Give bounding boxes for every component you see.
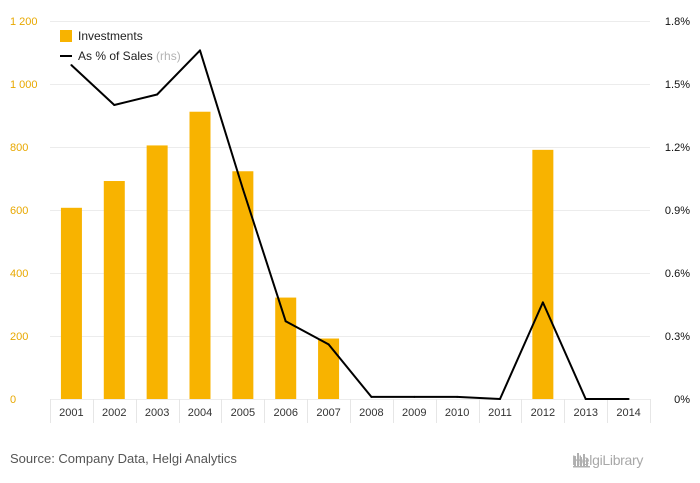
y-right-tick-label: 0.9% [665, 205, 690, 217]
line-point [627, 398, 630, 400]
line-point [156, 93, 159, 96]
y-right-tick-label: 1.5% [665, 79, 690, 91]
y-left-tick-label: 200 [10, 331, 28, 343]
y-left-tick-label: 800 [10, 142, 28, 154]
line-point [284, 320, 287, 323]
legend-label-investments: Investments [78, 29, 143, 43]
line-point [241, 188, 244, 190]
grid-layer [50, 21, 651, 423]
x-tick-label: 2010 [445, 407, 469, 419]
bar-investments [275, 297, 297, 399]
x-tick-label: 2008 [359, 407, 383, 419]
library-logo-icon [573, 453, 590, 468]
y-left-tick-label: 400 [10, 268, 28, 280]
x-tick-label: 2013 [573, 407, 597, 419]
bar-investments [318, 338, 340, 399]
line-layer [70, 49, 630, 400]
x-tick-label: 2014 [616, 407, 640, 419]
brand-logo: HelgiLibrary [572, 450, 643, 470]
line-point [584, 398, 587, 400]
axis-layer: 0 200 400 600 800 1 000 1 200 0% 0.3% 0.6% 0.9% 1.2… [10, 16, 690, 419]
y-right-tick-label: 1.2% [665, 142, 690, 154]
y-left-tick-label: 600 [10, 205, 28, 217]
line-point [456, 395, 459, 398]
y-right-tick-label: 0% [674, 394, 690, 406]
bar-investments [532, 149, 554, 399]
legend-swatch-investments [60, 30, 72, 42]
brand-name: HelgiLibrary [572, 452, 644, 468]
y-right-tick-label: 0.3% [665, 331, 690, 343]
line-point [199, 49, 201, 52]
y-right-tick-label: 0.6% [665, 268, 690, 280]
bar-investments [103, 181, 125, 399]
bar-investments [189, 111, 211, 399]
y-left-tick-label: 0 [10, 394, 16, 406]
line-point [113, 104, 116, 106]
x-tick-label: 2012 [531, 407, 555, 419]
line-point [499, 398, 501, 400]
x-tick-label: 2001 [59, 407, 83, 419]
x-tick-label: 2004 [188, 407, 212, 419]
legend-label-pct-sales: As % of Sales (rhs) [78, 49, 181, 63]
x-tick-label: 2009 [402, 407, 426, 419]
y-left-tick-label: 1 200 [10, 16, 38, 28]
line-point [370, 395, 373, 398]
line-point [70, 64, 73, 67]
line-point [541, 301, 544, 304]
y-right-tick-label: 1.8% [665, 16, 690, 28]
bar-investments [232, 171, 254, 399]
bar-investments [146, 145, 168, 399]
line-point [327, 343, 330, 346]
x-tick-label: 2007 [316, 407, 340, 419]
legend: Investments As % of Sales (rhs) [60, 29, 181, 63]
line-point [413, 395, 416, 398]
bar-layer [60, 111, 554, 399]
bar-investments [60, 207, 82, 399]
y-left-tick-label: 1 000 [10, 79, 38, 91]
x-tick-label: 2003 [145, 407, 169, 419]
line-as-pct-of-sales [70, 49, 629, 400]
x-tick-label: 2002 [102, 407, 126, 419]
x-tick-label: 2005 [231, 407, 255, 419]
source-note: Source: Company Data, Helgi Analytics [10, 451, 237, 466]
x-tick-label: 2011 [488, 407, 512, 419]
x-tick-label: 2006 [273, 407, 297, 419]
